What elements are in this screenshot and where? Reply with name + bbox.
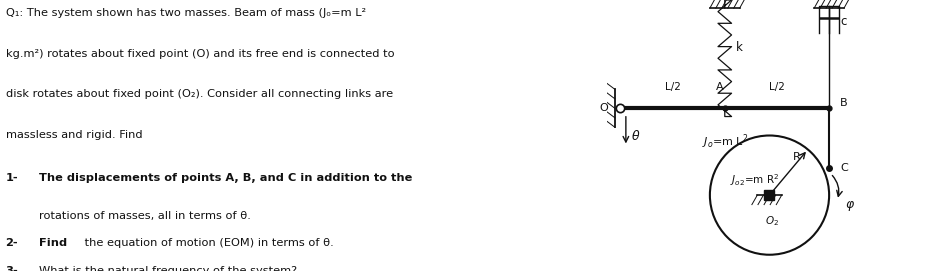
Text: R: R [793,152,800,162]
Text: $O_2$: $O_2$ [765,214,779,228]
Text: $\varphi$: $\varphi$ [844,199,855,213]
Text: Q₁: The system shown has two masses. Beam of mass (Jₒ=m L²: Q₁: The system shown has two masses. Bea… [6,8,365,18]
Text: L/2: L/2 [664,82,679,92]
Text: kg.m²) rotates about fixed point (O) and its free end is connected to: kg.m²) rotates about fixed point (O) and… [6,49,394,59]
Text: The displacements of points A, B, and C in addition to the: The displacements of points A, B, and C … [39,173,412,183]
Text: $J_{o2}$=m R$^2$: $J_{o2}$=m R$^2$ [730,172,779,188]
Text: $J_o$=m L$^2$: $J_o$=m L$^2$ [701,133,747,151]
Text: massless and rigid. Find: massless and rigid. Find [6,130,142,140]
Text: 2-: 2- [6,238,19,249]
Text: k: k [735,41,742,54]
Text: Find: Find [39,238,67,249]
Text: 1-: 1- [6,173,19,183]
Text: What is the natural frequency of the system?: What is the natural frequency of the sys… [39,266,297,271]
Text: the equation of motion (EOM) in terms of θ.: the equation of motion (EOM) in terms of… [81,238,333,249]
Text: 3-: 3- [6,266,19,271]
Text: C: C [839,163,846,173]
Text: c: c [839,15,845,28]
Text: L/2: L/2 [768,82,784,92]
Text: $\theta$: $\theta$ [630,128,640,143]
Text: O: O [599,104,608,113]
Text: A: A [715,82,722,92]
Text: disk rotates about fixed point (O₂). Consider all connecting links are: disk rotates about fixed point (O₂). Con… [6,89,392,99]
Text: rotations of masses, all in terms of θ.: rotations of masses, all in terms of θ. [39,211,250,221]
Text: B: B [839,98,846,108]
